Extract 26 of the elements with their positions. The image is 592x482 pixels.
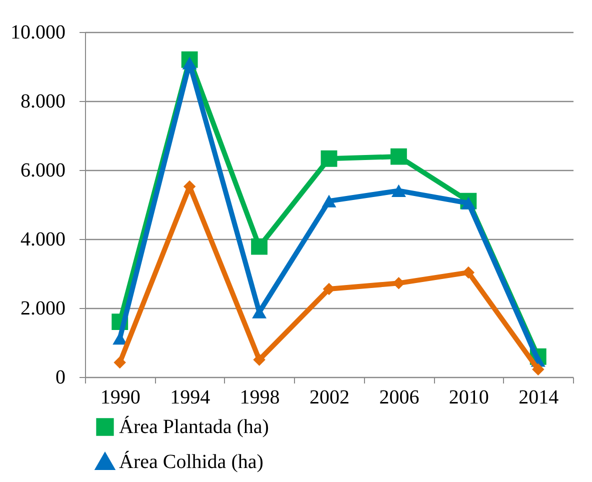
legend-label: Área Plantada (ha) xyxy=(119,415,269,438)
x-tick-label: 1990 xyxy=(100,386,140,408)
point xyxy=(390,148,407,165)
point xyxy=(253,354,266,366)
x-tick-label: 1994 xyxy=(170,386,210,408)
x-tick-label: 2006 xyxy=(379,386,420,408)
point xyxy=(532,363,544,376)
legend-label: Área Colhida (ha) xyxy=(119,450,264,473)
y-tick-label: 6.000 xyxy=(20,160,66,182)
y-tick-label: 10.000 xyxy=(10,22,66,44)
y-tick-label: 2.000 xyxy=(20,298,66,320)
y-tick-label: 0 xyxy=(56,366,66,388)
y-tick-label: 8.000 xyxy=(20,90,66,112)
y-tick-label: 4.000 xyxy=(20,228,66,250)
x-tick-label: 2002 xyxy=(310,386,350,408)
point xyxy=(322,194,336,208)
point xyxy=(391,184,406,197)
point xyxy=(462,266,475,279)
point xyxy=(251,238,268,255)
x-tick-label: 2014 xyxy=(518,386,559,408)
point xyxy=(182,56,197,70)
x-tick-label: 1998 xyxy=(240,386,280,408)
point xyxy=(320,150,338,167)
point xyxy=(114,356,126,369)
x-tick-label: 2010 xyxy=(448,386,489,408)
point xyxy=(461,196,476,210)
